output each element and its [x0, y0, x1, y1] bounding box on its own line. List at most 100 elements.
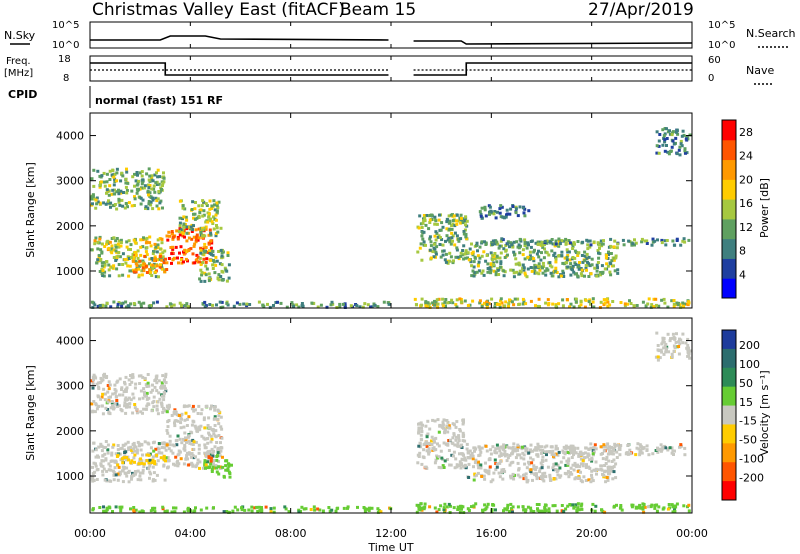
heatmap-cell [560, 254, 564, 258]
heatmap-cell [551, 466, 555, 470]
heatmap-cell [154, 447, 158, 451]
heatmap-cell [510, 507, 513, 511]
heatmap-cell [616, 268, 620, 272]
heatmap-cell [474, 447, 478, 451]
heatmap-cell [428, 505, 432, 509]
heatmap-cell [521, 297, 525, 301]
heatmap-cell [129, 243, 133, 247]
heatmap-cell [316, 507, 320, 511]
heatmap-cell [534, 265, 538, 269]
heatmap-cell [442, 506, 446, 510]
heatmap-cell [163, 384, 166, 388]
heatmap-cell [521, 445, 524, 449]
heatmap-cell [451, 436, 455, 440]
heatmap-cell [94, 198, 98, 202]
heatmap-cell [591, 297, 595, 301]
heatmap-cell [103, 372, 106, 376]
heatmap-cell [101, 454, 105, 458]
heatmap-cell [581, 240, 585, 244]
heatmap-cell [211, 249, 215, 253]
heatmap-cell [684, 341, 688, 345]
heatmap-cell [115, 207, 119, 211]
heatmap-cell [105, 506, 109, 510]
heatmap-cell [561, 304, 565, 308]
heatmap-cell [133, 453, 137, 457]
heatmap-cell [129, 256, 133, 260]
heatmap-cell [514, 262, 518, 266]
heatmap-cell [103, 263, 107, 267]
heatmap-cell [530, 471, 533, 475]
heatmap-cell [105, 188, 109, 192]
heatmap-cell [499, 299, 502, 303]
heatmap-cell [112, 478, 116, 482]
heatmap-cell [207, 212, 211, 216]
heatmap-cell [155, 389, 159, 393]
heatmap-cell [529, 299, 533, 303]
heatmap-cell [421, 221, 425, 225]
nsky-trace [90, 35, 693, 45]
heatmap-cell [481, 508, 484, 512]
heatmap-cell [147, 467, 151, 471]
heatmap-cell [529, 470, 533, 473]
heatmap-cell [523, 214, 527, 218]
heatmap-cell [495, 443, 499, 447]
heatmap-cell [662, 340, 666, 344]
heatmap-cell [545, 241, 549, 245]
heatmap-cell [126, 471, 130, 474]
heatmap-cell [434, 252, 438, 256]
heatmap-cell [455, 219, 458, 223]
heatmap-cell [478, 448, 482, 452]
heatmap-cell [425, 449, 429, 453]
heatmap-cell [455, 305, 459, 309]
heatmap-cell [225, 301, 229, 305]
heatmap-cell [183, 235, 186, 239]
heatmap-cell [574, 503, 578, 507]
heatmap-cell [424, 441, 428, 445]
nsearch-tick-bottom: 10^0 [708, 40, 735, 51]
heatmap-cell [316, 305, 320, 309]
heatmap-cell [206, 250, 210, 254]
heatmap-cell [144, 407, 148, 411]
heatmap-cell [433, 234, 437, 238]
heatmap-cell [503, 449, 507, 453]
heatmap-cell [461, 431, 465, 435]
heatmap-cell [505, 459, 509, 463]
cpid-text: normal (fast) 151 RF [95, 94, 223, 107]
heatmap-cell [576, 463, 580, 467]
heatmap-cell [130, 448, 134, 452]
heatmap-cell [297, 508, 301, 512]
heatmap-cell [141, 238, 145, 242]
heatmap-cell [183, 443, 187, 447]
heatmap-cell [506, 503, 510, 507]
heatmap-cell [516, 473, 520, 477]
heatmap-cell [535, 252, 539, 256]
heatmap-cell [516, 453, 520, 457]
heatmap-cell [139, 202, 143, 206]
heatmap-cell [534, 446, 538, 450]
heatmap-cell [666, 448, 670, 452]
heatmap-cell [209, 459, 213, 463]
heatmap-cell [470, 264, 474, 268]
heatmap-cell [211, 452, 215, 456]
heatmap-cell [99, 442, 103, 446]
heatmap-cell [111, 188, 115, 192]
heatmap-cell [574, 300, 578, 304]
heatmap-cell [202, 209, 206, 213]
heatmap-cell [130, 459, 134, 463]
heatmap-cell [161, 206, 164, 210]
heatmap-cell [231, 509, 235, 513]
heatmap-cell [454, 438, 458, 442]
heatmap-cell [207, 233, 211, 237]
heatmap-cell [665, 144, 668, 147]
heatmap-cell [151, 207, 155, 211]
y-tick-label: 1000 [56, 265, 84, 278]
heatmap-cell [546, 298, 550, 302]
heatmap-cell [674, 341, 678, 344]
heatmap-cell [128, 405, 131, 409]
heatmap-cell [176, 434, 180, 438]
heatmap-cell [147, 384, 151, 388]
heatmap-cell [125, 474, 129, 478]
heatmap-cell [523, 462, 527, 466]
heatmap-cell [627, 443, 630, 447]
heatmap-cell [178, 233, 182, 237]
